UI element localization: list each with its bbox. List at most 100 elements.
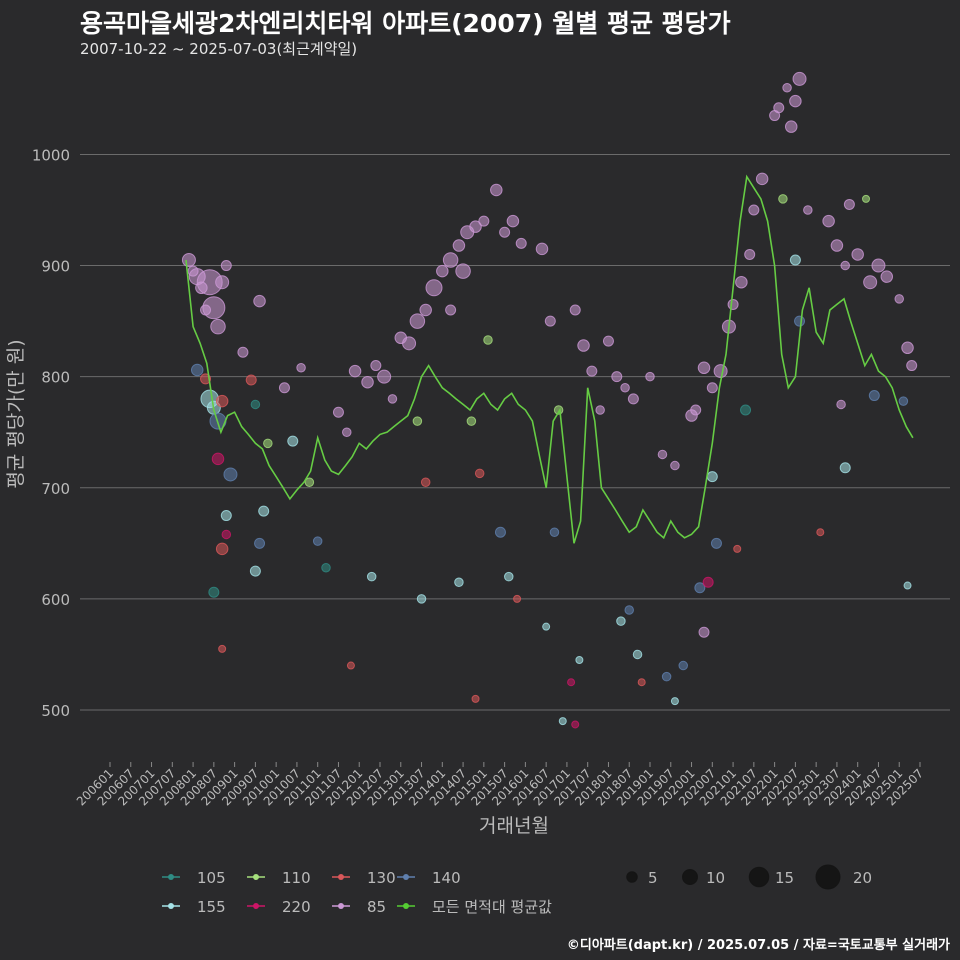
- point-85: [237, 346, 249, 358]
- legend-label: 220: [282, 898, 311, 916]
- point-85: [871, 258, 886, 273]
- chart-subtitle: 2007-10-22 ~ 2025-07-03(최근계약일): [80, 40, 358, 58]
- point-155: [542, 622, 551, 631]
- point-140: [223, 467, 238, 482]
- point-85: [851, 248, 864, 261]
- legend-label: 155: [197, 898, 226, 916]
- point-85: [830, 239, 844, 252]
- point-85: [348, 364, 362, 378]
- point-85: [713, 364, 728, 379]
- legend-dot-140: [403, 874, 409, 880]
- gridlines: [80, 153, 950, 711]
- point-85: [792, 71, 807, 86]
- point-220: [221, 529, 232, 540]
- point-85: [843, 198, 855, 210]
- point-220: [567, 678, 576, 687]
- chart-title: 용곡마을세광2차엔리치타워 아파트(2007) 월별 평균 평당가: [80, 9, 731, 38]
- point-155: [366, 571, 377, 582]
- point-85: [361, 375, 374, 389]
- point-85: [490, 183, 503, 197]
- point-85: [442, 252, 459, 268]
- x-axis-label: 거래년월: [479, 815, 549, 837]
- point-110: [862, 194, 870, 203]
- size-legend-label: 5: [648, 869, 658, 887]
- point-85: [387, 394, 398, 404]
- legend-dot-110: [253, 874, 259, 880]
- point-130: [816, 528, 825, 537]
- size-legend-dot: [815, 864, 841, 890]
- point-85: [840, 260, 850, 271]
- point-85: [452, 239, 466, 252]
- point-85: [202, 296, 226, 320]
- point-140: [898, 396, 909, 406]
- point-85: [727, 298, 739, 310]
- point-85: [690, 404, 702, 416]
- y-tick-label: 900: [41, 258, 70, 276]
- point-85: [697, 361, 711, 375]
- point-85: [906, 360, 918, 372]
- point-85: [789, 94, 802, 108]
- point-85: [782, 83, 792, 93]
- credit-text: ©디아파트(dapt.kr) / 2025.07.05 / 자료=국토교통부 실…: [566, 938, 950, 953]
- point-130: [420, 477, 431, 487]
- legend-dot-105: [168, 874, 174, 880]
- point-140: [624, 605, 634, 615]
- point-110: [304, 477, 315, 487]
- legend-label: 모든 면적대 평균값: [432, 898, 552, 916]
- point-85: [894, 294, 904, 304]
- point-140: [190, 363, 204, 377]
- point-85: [773, 102, 785, 114]
- point-155: [454, 577, 464, 587]
- point-85: [499, 226, 511, 238]
- point-85: [181, 253, 196, 267]
- size-legend-label: 10: [706, 869, 725, 887]
- point-110: [412, 416, 423, 426]
- point-130: [474, 468, 485, 479]
- y-tick-label: 600: [41, 591, 70, 609]
- y-tick-label: 800: [41, 369, 70, 387]
- y-axis-label: 평균 평당가(만 원): [5, 339, 27, 488]
- point-85: [425, 279, 443, 297]
- point-85: [377, 369, 392, 384]
- point-155: [903, 581, 912, 590]
- point-85: [822, 214, 835, 228]
- legend-dot-130: [338, 874, 344, 880]
- point-140: [694, 582, 706, 594]
- point-85: [436, 264, 449, 278]
- point-85: [698, 626, 710, 638]
- point-85: [620, 383, 630, 393]
- point-85: [455, 263, 471, 279]
- point-85: [748, 204, 760, 216]
- point-105: [321, 563, 331, 573]
- size-legend-dot: [626, 871, 638, 883]
- point-155: [504, 571, 514, 582]
- y-tick-label: 500: [41, 702, 70, 720]
- average-line-path: [185, 174, 914, 544]
- point-85: [220, 260, 232, 272]
- point-85: [535, 242, 549, 256]
- legend-label: 110: [282, 869, 311, 887]
- point-85: [863, 275, 878, 290]
- point-85: [627, 393, 639, 405]
- point-130: [218, 644, 227, 653]
- point-85: [544, 315, 556, 327]
- point-85: [332, 406, 344, 418]
- point-155: [258, 505, 270, 517]
- point-155: [632, 649, 643, 660]
- point-85: [803, 205, 813, 215]
- point-85: [901, 341, 914, 355]
- point-130: [346, 661, 355, 670]
- point-85: [445, 304, 457, 316]
- point-140: [661, 671, 672, 682]
- point-110: [263, 438, 273, 449]
- point-140: [794, 315, 806, 327]
- size-legend-dot: [748, 866, 770, 888]
- scatter-points: [181, 71, 918, 729]
- point-140: [868, 390, 880, 402]
- point-105: [740, 404, 752, 416]
- point-85: [602, 335, 614, 347]
- average-line: [185, 174, 914, 544]
- point-130: [637, 678, 646, 687]
- point-85: [595, 405, 605, 415]
